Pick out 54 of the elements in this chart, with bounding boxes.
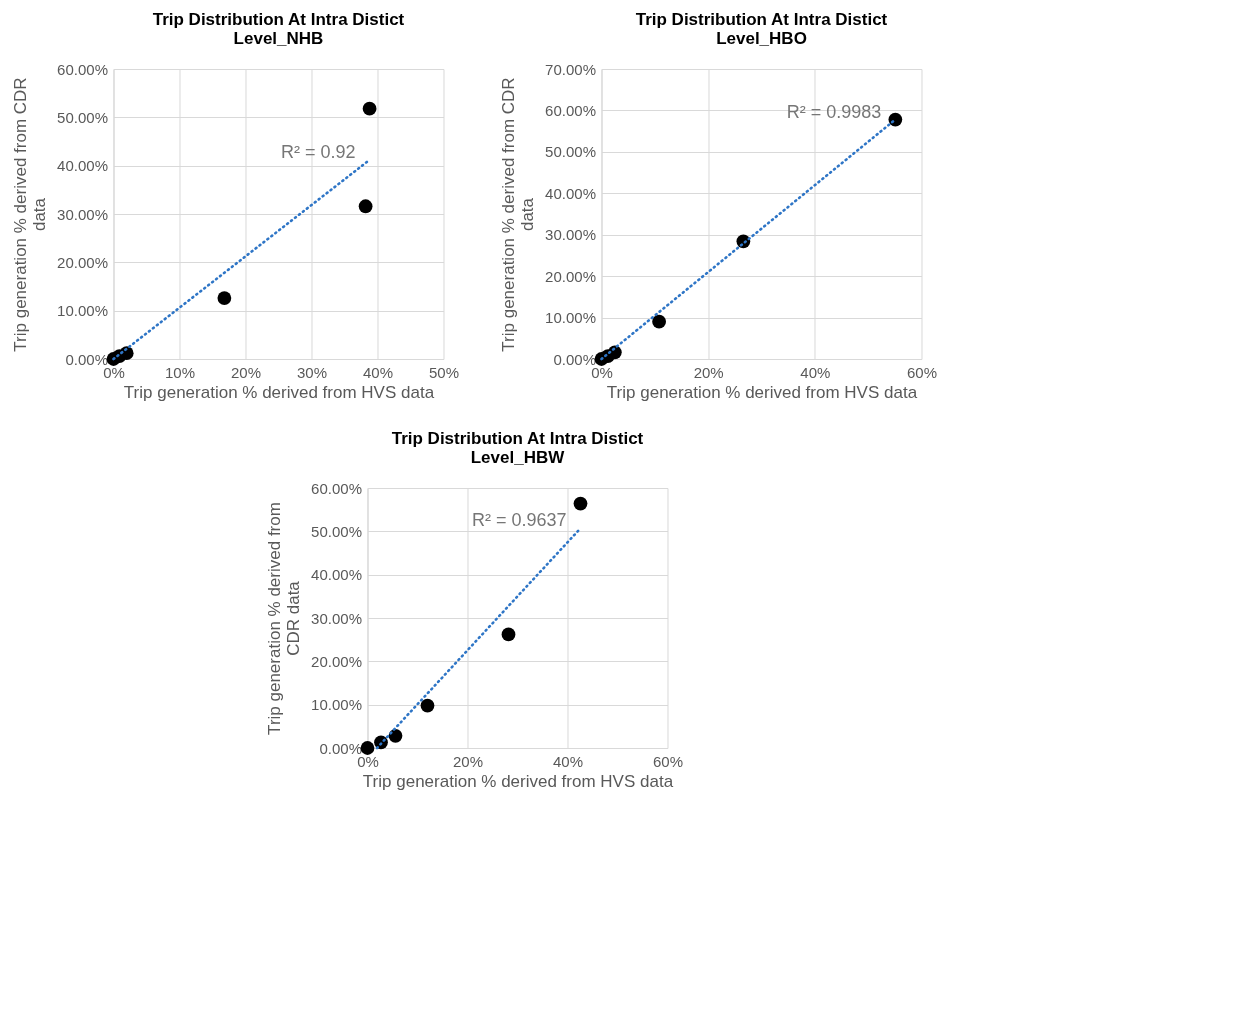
- x-tick-label: 40%: [800, 363, 831, 381]
- point: [362, 101, 377, 116]
- y-tick-label: 20.00%: [57, 253, 108, 271]
- point: [573, 496, 588, 511]
- point: [652, 314, 666, 329]
- annotation: R² = 0.92: [281, 141, 356, 162]
- x-tick-label: 30%: [296, 363, 328, 381]
- x-tick-label: 50%: [428, 363, 460, 381]
- y-tick-label: 0.00%: [65, 350, 108, 368]
- x-tick-label: 60%: [652, 752, 684, 770]
- y-tick-label: 10.00%: [311, 696, 362, 714]
- x-axis-title: Trip generation % derived from HVS data: [362, 771, 674, 791]
- y-tick-label: 0.00%: [319, 739, 362, 757]
- y-tick-label: 60.00%: [311, 479, 362, 497]
- y-tick-label: 20.00%: [311, 652, 362, 670]
- y-tick-label: 20.00%: [545, 267, 596, 285]
- annotation: R² = 0.9637: [471, 510, 567, 531]
- y-tick-label: 60.00%: [545, 101, 596, 119]
- y-tick-label: 70.00%: [545, 60, 596, 78]
- y-axis-title: Trip generation % derived from CDR data: [265, 502, 304, 735]
- chart-title: Trip Distribution At Intra Distict Level_HBW: [391, 429, 644, 467]
- point: [501, 627, 516, 642]
- point: [420, 698, 435, 713]
- x-axis-title: Trip generation % derived from HVS data: [123, 382, 435, 402]
- y-tick-label: 50.00%: [311, 522, 362, 540]
- x-axis-title: Trip generation % derived from HVS data: [606, 382, 918, 402]
- chart-title: Trip Distribution At Intra Distict Level_NHB: [152, 10, 405, 48]
- point: [217, 291, 232, 305]
- y-tick-label: 10.00%: [57, 302, 108, 320]
- y-tick-label: 10.00%: [545, 309, 596, 327]
- point: [360, 741, 375, 755]
- y-tick-label: 60.00%: [57, 60, 108, 78]
- x-tick-label: 40%: [552, 752, 584, 770]
- y-axis-title: Trip generation % derived from CDR data: [499, 77, 538, 352]
- y-tick-label: 50.00%: [57, 108, 108, 126]
- x-tick-label: 60%: [906, 363, 938, 381]
- y-tick-label: 30.00%: [311, 609, 362, 627]
- x-tick-label: 20%: [452, 752, 484, 770]
- point: [358, 199, 373, 214]
- x-tick-label: 40%: [362, 363, 394, 381]
- point: [888, 112, 903, 127]
- x-tick-label: 20%: [693, 363, 724, 381]
- chart-title: Trip Distribution At Intra Distict Level_HBO: [635, 10, 888, 48]
- y-axis-title: Trip generation % derived from CDR data: [11, 77, 50, 352]
- x-tick-label: 20%: [230, 363, 262, 381]
- y-tick-label: 40.00%: [311, 566, 362, 584]
- y-tick-label: 0.00%: [553, 350, 596, 368]
- y-tick-label: 50.00%: [545, 143, 596, 161]
- x-tick-label: 10%: [164, 363, 196, 381]
- y-tick-label: 30.00%: [545, 226, 596, 244]
- y-tick-label: 40.00%: [545, 184, 596, 202]
- annotation: R² = 0.9983: [786, 101, 882, 122]
- y-tick-label: 30.00%: [57, 205, 108, 223]
- y-tick-label: 40.00%: [57, 157, 108, 175]
